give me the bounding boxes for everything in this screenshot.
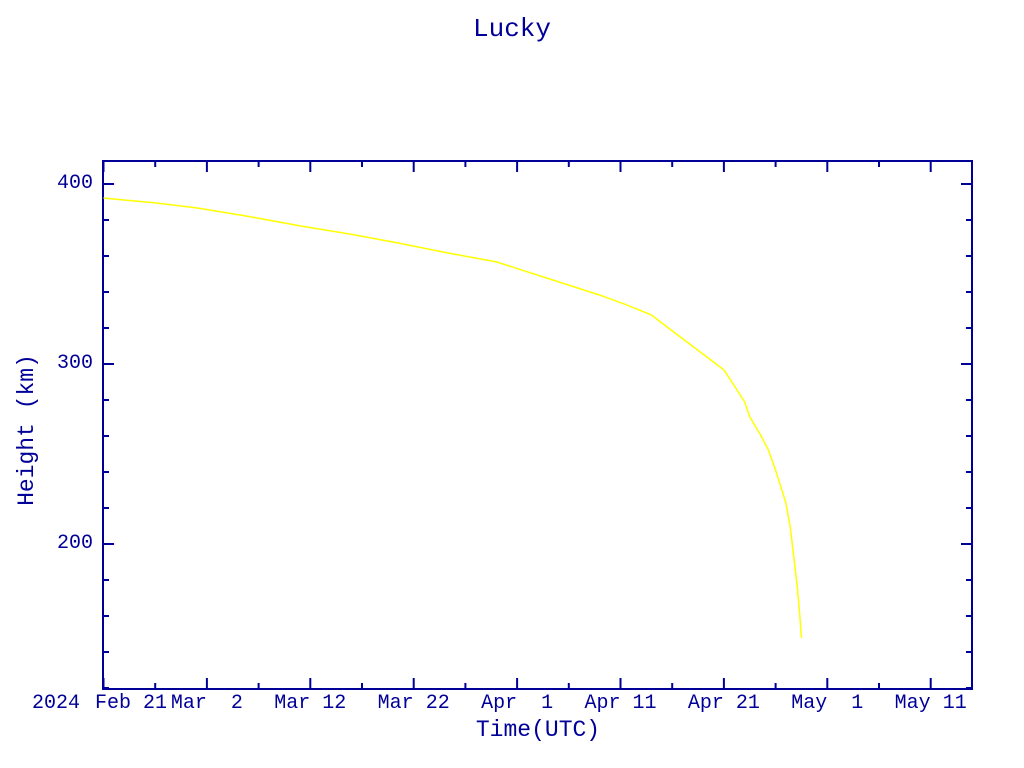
x-axis-year-label: 2024 [31,692,81,715]
y-tick-label: 200 [56,532,93,555]
chart-title: Lucky [472,14,552,44]
y-tick-label: 300 [56,352,93,375]
x-tick-label: Mar 12 [274,692,347,715]
x-tick-label: May 1 [791,692,864,715]
x-tick-label: Apr 1 [481,692,554,715]
x-tick-label: Apr 11 [584,692,657,715]
x-tick-label: Mar 22 [377,692,450,715]
x-tick-label: May 11 [894,692,967,715]
x-tick-label: Apr 21 [687,692,760,715]
plot-frame [102,160,973,690]
x-tick-label: Mar 2 [170,692,243,715]
x-tick-label: Feb 21 [94,692,168,715]
decay-curve [103,197,803,639]
y-tick-label: 400 [56,172,93,195]
x-axis-title: Time(UTC) [475,717,601,743]
y-axis-title: Height (km) [14,354,40,506]
